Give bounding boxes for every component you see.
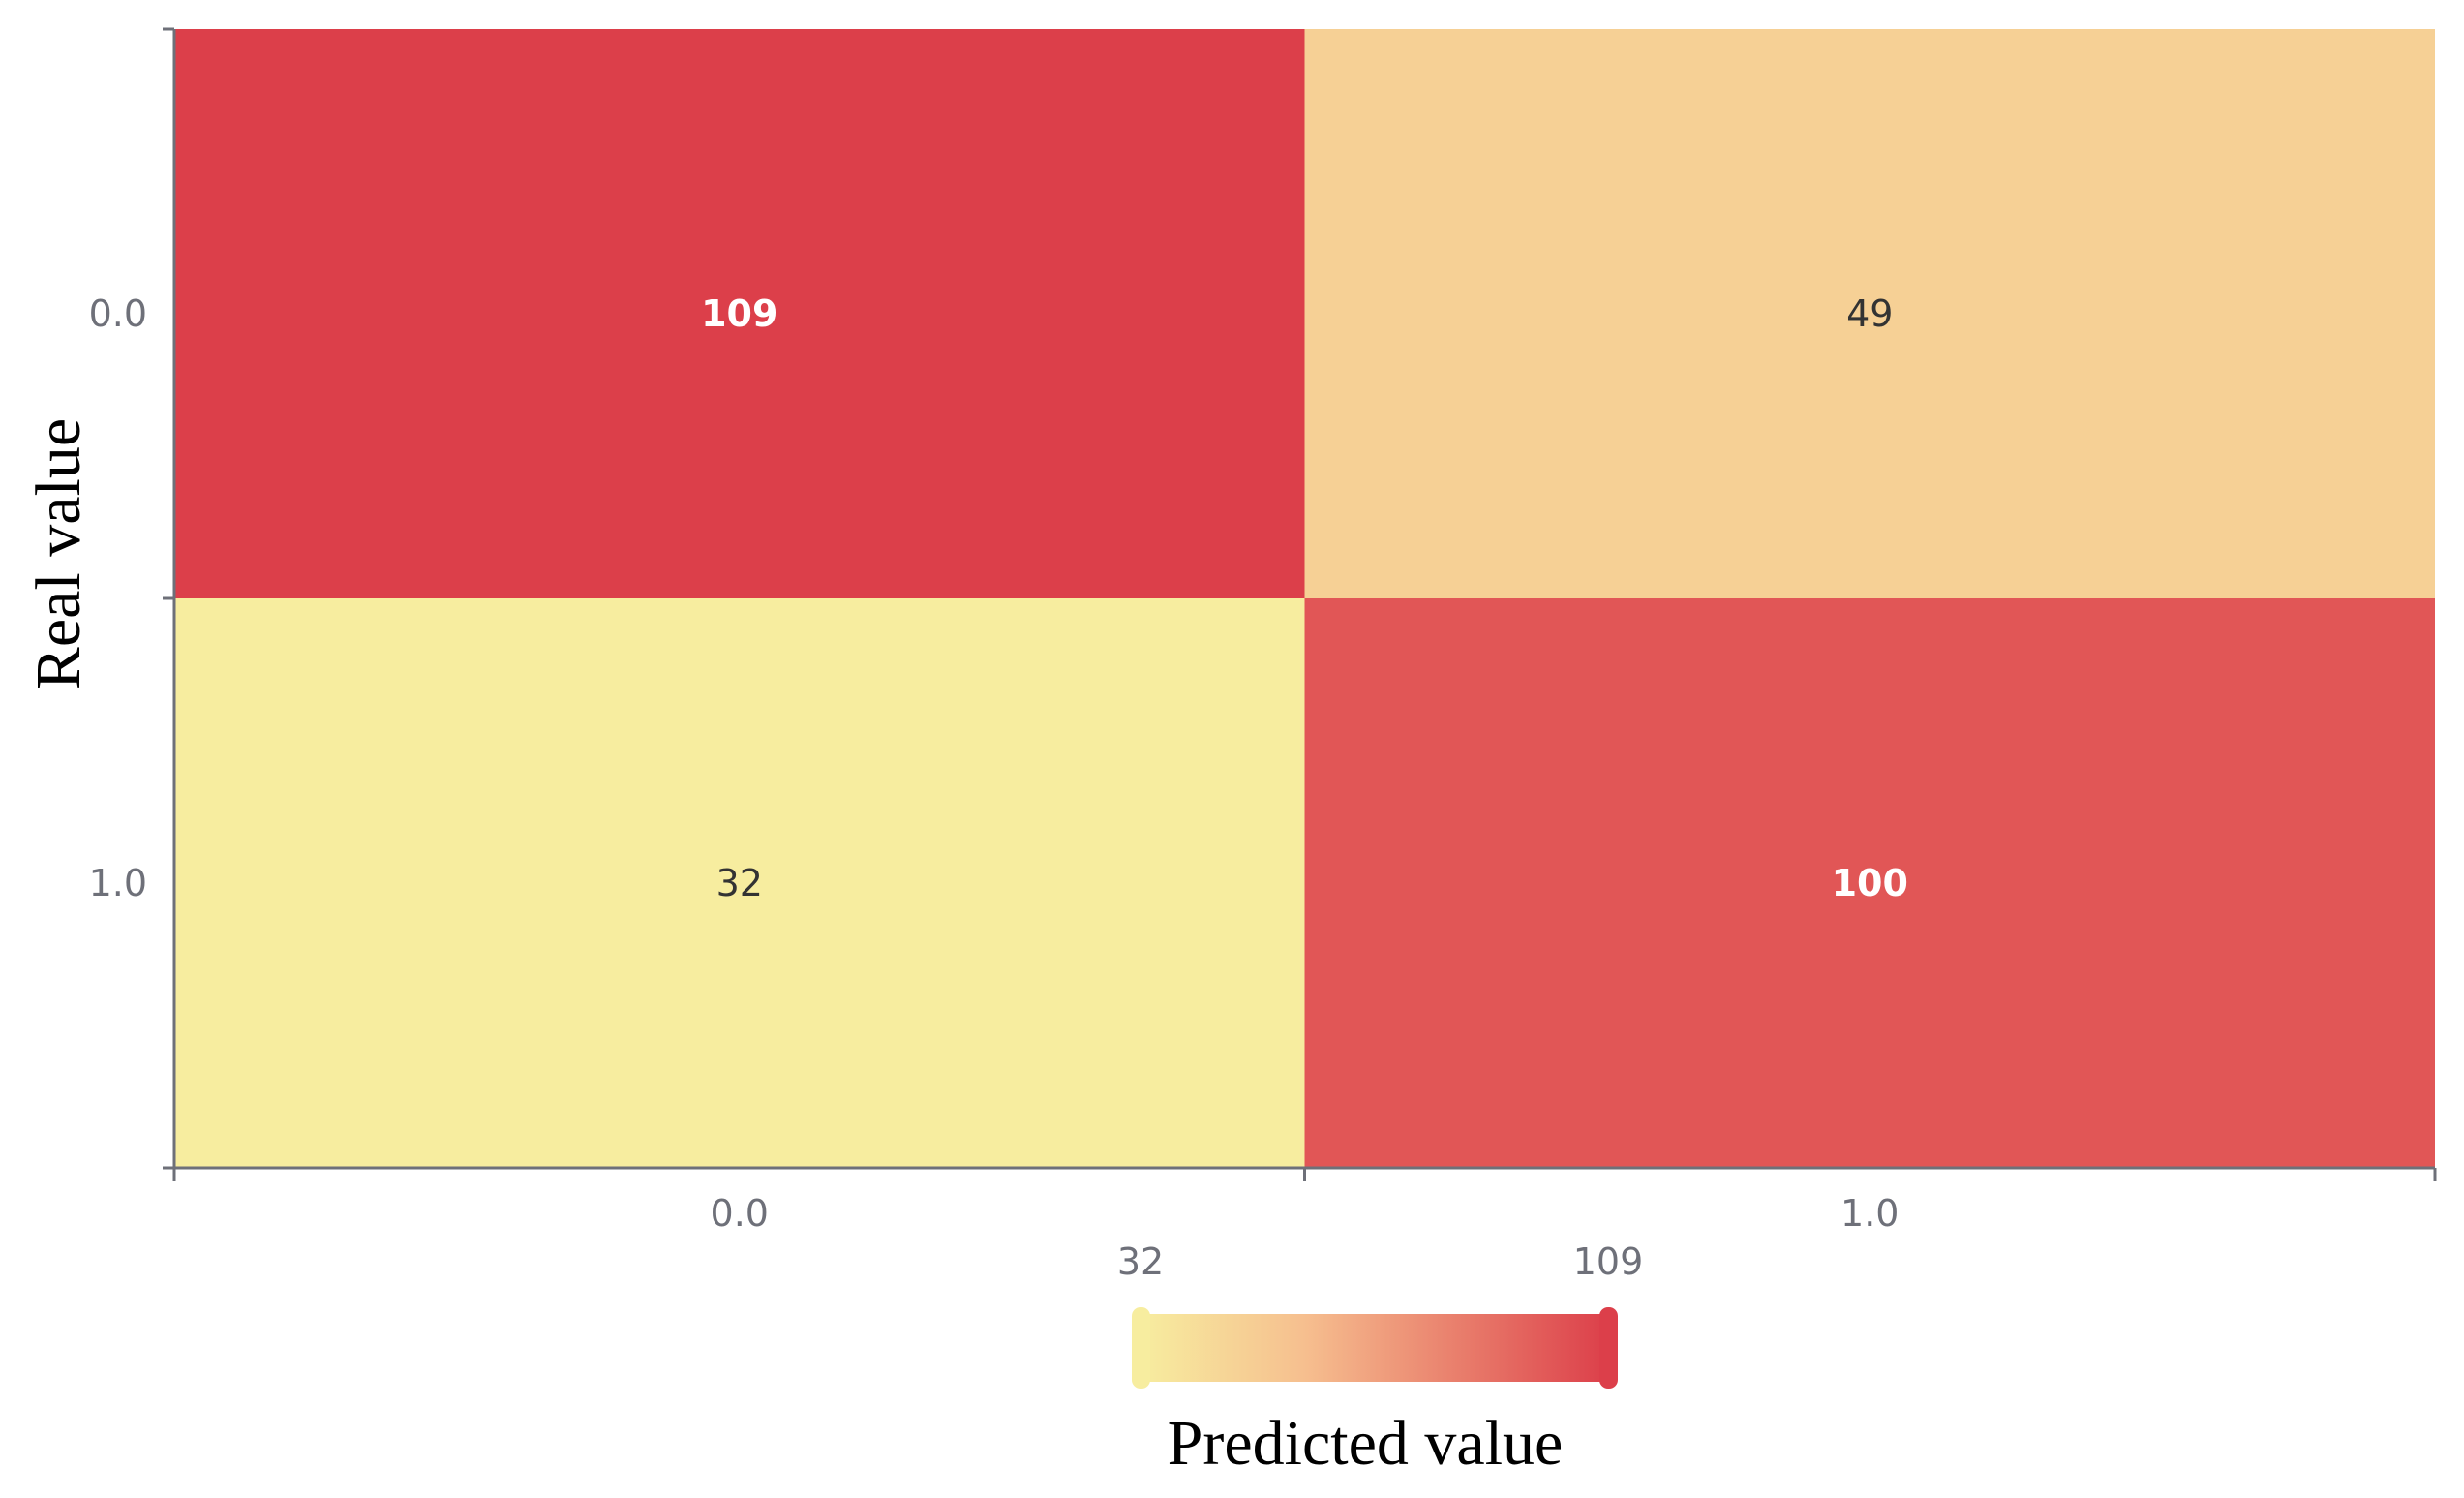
cell-value-label: 109	[701, 292, 777, 335]
cell-value-label: 32	[716, 862, 763, 904]
heatmap-cell[interactable]	[1304, 29, 2436, 598]
y-ticks	[163, 27, 174, 1170]
heatmap-cells	[174, 29, 2435, 1168]
cell-labels: 109 49 32 100	[701, 292, 1908, 904]
visual-map-min-handle[interactable]	[1132, 1307, 1150, 1389]
visual-map-gradient-bar	[1141, 1314, 1608, 1382]
visual-map[interactable]: 32 109 Predicted value	[1117, 1240, 1643, 1479]
cell-value-label: 100	[1832, 862, 1908, 904]
y-axis: 0.0 1.0	[89, 27, 176, 1170]
visual-map-min-label: 32	[1117, 1240, 1164, 1283]
x-axis: 0.0 1.0	[172, 1166, 2437, 1235]
x-tick-labels: 0.0 1.0	[711, 1192, 1900, 1235]
y-tick-label: 0.0	[89, 292, 147, 335]
x-ticks	[172, 1168, 2437, 1181]
y-tick-labels: 0.0 1.0	[89, 292, 147, 904]
heatmap-cell[interactable]	[174, 29, 1305, 598]
cell-value-label: 49	[1846, 292, 1893, 335]
y-axis-title: Real value	[23, 418, 94, 689]
visual-map-max-label: 109	[1573, 1240, 1644, 1283]
visual-map-title: Predicted value	[1168, 1408, 1564, 1479]
heatmap-cell[interactable]	[174, 598, 1305, 1168]
y-tick-label: 1.0	[89, 862, 147, 904]
visual-map-max-handle[interactable]	[1599, 1307, 1618, 1389]
x-tick-label: 0.0	[711, 1192, 769, 1235]
x-tick-label: 1.0	[1840, 1192, 1899, 1235]
heatmap-cell[interactable]	[1304, 598, 2436, 1168]
